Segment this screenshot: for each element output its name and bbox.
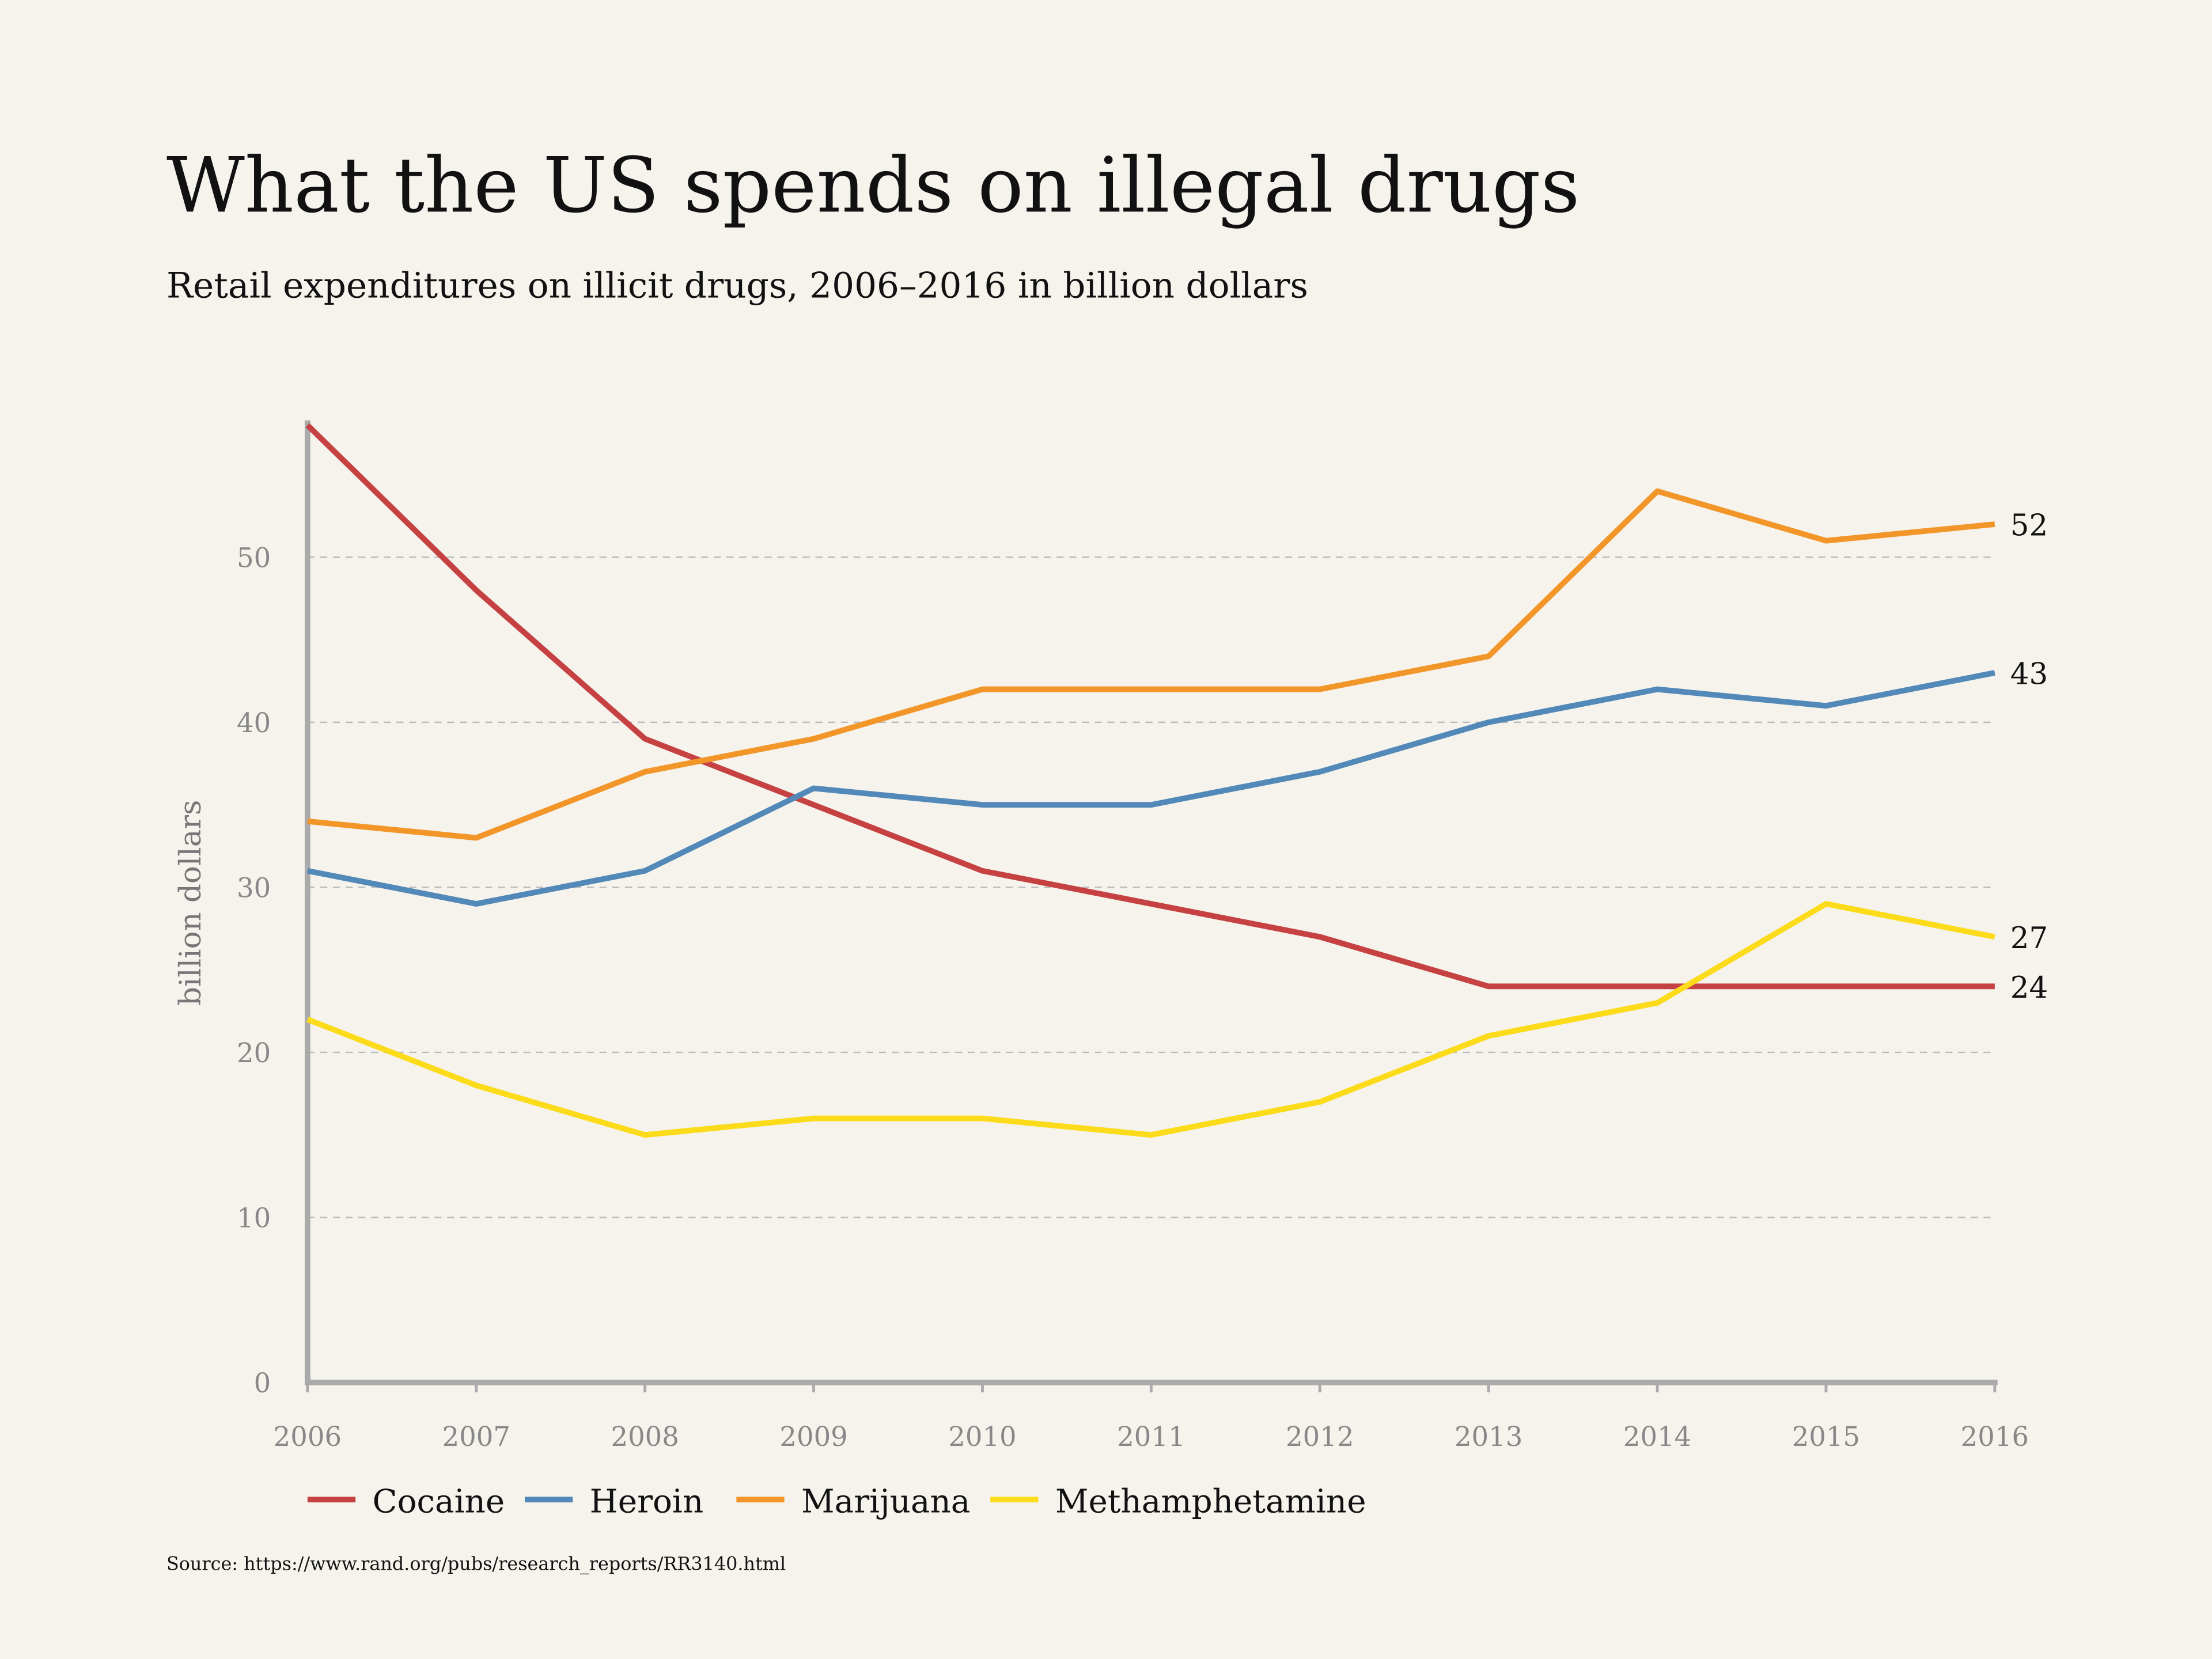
x-tick-label: 2011	[1117, 1421, 1185, 1452]
x-tick-label: 2009	[779, 1421, 847, 1452]
end-label-methamphetamine: 27	[2010, 921, 2048, 956]
y-tick-label: 30	[237, 873, 271, 904]
x-tick-label: 2010	[948, 1421, 1016, 1452]
x-tick-label: 2008	[611, 1421, 679, 1452]
end-label-cocaine: 24	[2010, 971, 2048, 1005]
x-tick-label: 2014	[1623, 1421, 1691, 1452]
y-tick-label: 40	[237, 707, 271, 738]
x-tick-label: 2013	[1455, 1421, 1522, 1452]
series-line-cocaine	[305, 423, 1995, 990]
legend-label: Cocaine	[373, 1483, 505, 1520]
x-tick-label: 2012	[1286, 1421, 1354, 1452]
chart-title: What the US spends on illegal drugs	[166, 141, 1580, 230]
series-line-heroin	[306, 670, 1995, 907]
chart-subtitle: Retail expenditures on illicit drugs, 20…	[166, 266, 1308, 306]
x-tick-label: 2006	[274, 1421, 342, 1452]
series-line-methamphetamine	[306, 901, 1995, 1138]
y-tick-label: 50	[237, 542, 271, 573]
y-axis-label: billion dollars	[173, 800, 208, 1006]
y-tick-label: 10	[237, 1203, 271, 1234]
legend-label: Marijuana	[801, 1483, 970, 1520]
x-tick-label: 2007	[442, 1421, 510, 1452]
end-label-heroin: 43	[2010, 657, 2048, 692]
series-line-marijuana	[307, 488, 1995, 841]
legend-label: Methamphetamine	[1055, 1483, 1366, 1520]
end-label-marijuana: 52	[2010, 509, 2048, 543]
x-tick-label: 2016	[1961, 1421, 2029, 1452]
x-tick-label: 2015	[1792, 1421, 1860, 1452]
y-tick-label: 20	[237, 1037, 271, 1069]
y-tick-label: 0	[254, 1368, 271, 1399]
legend-label: Heroin	[590, 1483, 704, 1520]
source-note: Source: https://www.rand.org/pubs/resear…	[166, 1553, 786, 1575]
